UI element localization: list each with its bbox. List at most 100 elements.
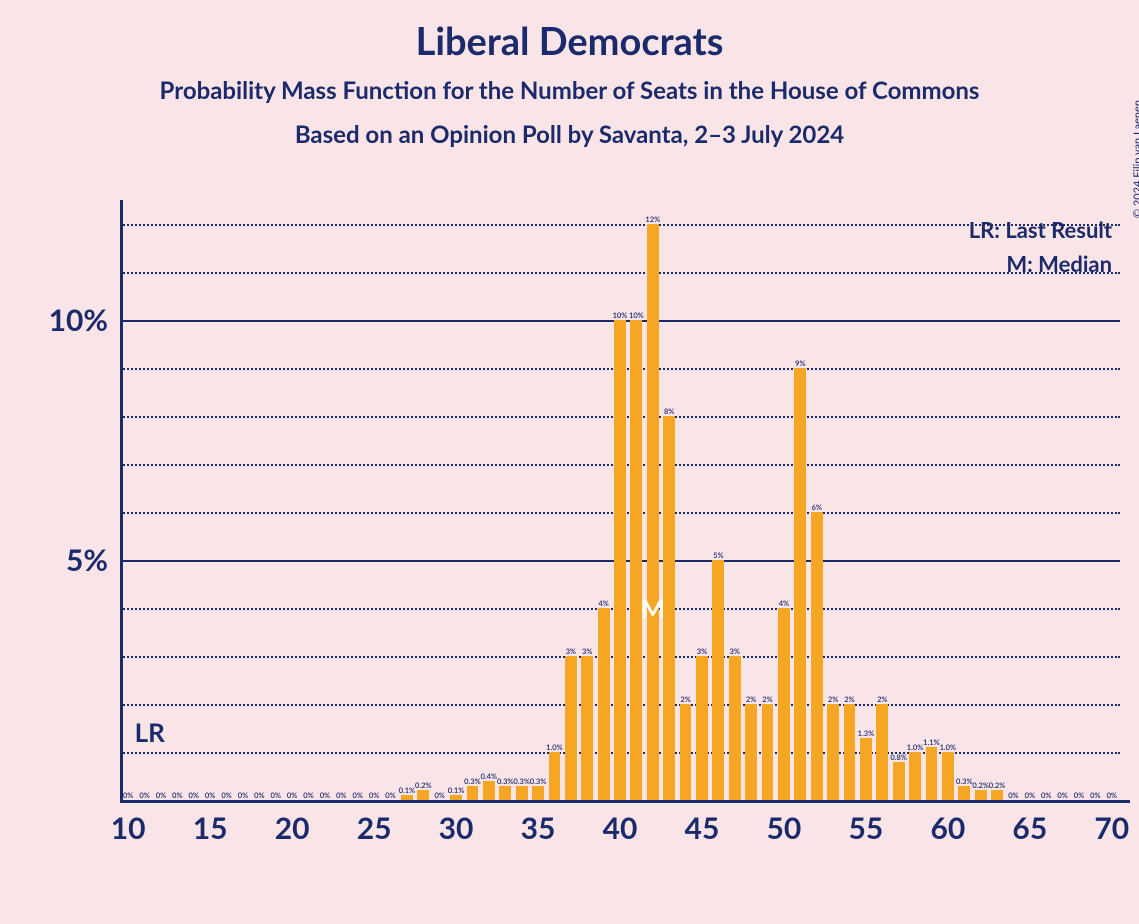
bar-value-label: 0% bbox=[139, 791, 149, 800]
bar: 3% bbox=[565, 656, 577, 800]
xtick-label: 65 bbox=[1012, 810, 1047, 846]
bar: 2% bbox=[876, 704, 888, 800]
bar-value-label: 0% bbox=[123, 791, 133, 800]
bar-value-label: 0.3% bbox=[956, 777, 973, 786]
ytick-label: 5% bbox=[66, 542, 108, 578]
xtick-label: 45 bbox=[685, 810, 720, 846]
bar: 1.0% bbox=[549, 752, 561, 800]
bar: 0.8% bbox=[893, 762, 905, 800]
bar-value-label: 0.3% bbox=[464, 777, 481, 786]
bar-value-label: 0% bbox=[287, 791, 297, 800]
bar: 0.3% bbox=[516, 786, 528, 800]
bar-value-label: 2% bbox=[844, 695, 854, 704]
legend-lr: LR: Last Result bbox=[969, 216, 1112, 243]
bar-value-label: 3% bbox=[730, 647, 740, 656]
bar-value-label: 0% bbox=[1025, 791, 1035, 800]
bar: 1.0% bbox=[942, 752, 954, 800]
bar-value-label: 0% bbox=[221, 791, 231, 800]
chart-subtitle-2: Based on an Opinion Poll by Savanta, 2–3… bbox=[0, 120, 1139, 149]
bar-value-label: 2% bbox=[746, 695, 756, 704]
xtick-label: 10 bbox=[111, 810, 146, 846]
bar-value-label: 3% bbox=[566, 647, 576, 656]
bar-value-label: 2% bbox=[877, 695, 887, 704]
bar: 2% bbox=[745, 704, 757, 800]
bar: 0.2% bbox=[991, 790, 1003, 800]
bar-value-label: 0% bbox=[1074, 791, 1084, 800]
bar-value-label: 0% bbox=[1008, 791, 1018, 800]
xtick-label: 55 bbox=[848, 810, 883, 846]
xtick-label: 40 bbox=[603, 810, 638, 846]
bar-value-label: 0.3% bbox=[513, 777, 530, 786]
bar: 6% bbox=[811, 512, 823, 800]
xtick-label: 20 bbox=[275, 810, 310, 846]
bar: 3% bbox=[581, 656, 593, 800]
xtick-label: 60 bbox=[930, 810, 965, 846]
bar: 1.0% bbox=[909, 752, 921, 800]
bar-value-label: 0% bbox=[303, 791, 313, 800]
bar-value-label: 9% bbox=[795, 359, 805, 368]
bar-value-label: 0.4% bbox=[481, 772, 498, 781]
bar: 5% bbox=[712, 560, 724, 800]
bar-value-label: 0.2% bbox=[989, 781, 1006, 790]
bar-value-label: 0.2% bbox=[415, 781, 432, 790]
xtick-label: 50 bbox=[767, 810, 802, 846]
bar: 0.2% bbox=[417, 790, 429, 800]
bar-value-label: 10% bbox=[629, 311, 644, 320]
bar-value-label: 4% bbox=[779, 599, 789, 608]
bar: 0.2% bbox=[975, 790, 987, 800]
bar-value-label: 0% bbox=[1057, 791, 1067, 800]
xtick-label: 35 bbox=[521, 810, 556, 846]
bar: 12% bbox=[647, 224, 659, 800]
bar: 2% bbox=[844, 704, 856, 800]
bar: 3% bbox=[729, 656, 741, 800]
bar-value-label: 0% bbox=[352, 791, 362, 800]
bar: 0.4% bbox=[483, 781, 495, 800]
bar-value-label: 2% bbox=[680, 695, 690, 704]
bar-value-label: 0% bbox=[320, 791, 330, 800]
bar: 3% bbox=[696, 656, 708, 800]
bar-value-label: 1.0% bbox=[940, 743, 957, 752]
gridline-minor bbox=[120, 272, 1120, 274]
bar: 0.3% bbox=[958, 786, 970, 800]
bar-value-label: 3% bbox=[582, 647, 592, 656]
median-marker: M bbox=[640, 592, 665, 624]
xtick-label: 25 bbox=[357, 810, 392, 846]
bar-value-label: 0.1% bbox=[399, 786, 416, 795]
bar-value-label: 0.3% bbox=[530, 777, 547, 786]
bar-value-label: 6% bbox=[811, 503, 821, 512]
bar: 9% bbox=[794, 368, 806, 800]
xtick-label: 15 bbox=[193, 810, 228, 846]
copyright-text: © 2024 Filip van Laenen bbox=[1131, 100, 1139, 218]
bar-value-label: 0% bbox=[1090, 791, 1100, 800]
bar: 4% bbox=[778, 608, 790, 800]
chart-container: Liberal Democrats Probability Mass Funct… bbox=[0, 0, 1139, 924]
bar: 4% bbox=[598, 608, 610, 800]
xtick-label: 30 bbox=[439, 810, 474, 846]
bar-value-label: 2% bbox=[762, 695, 772, 704]
bar-value-label: 3% bbox=[697, 647, 707, 656]
bar: 1.1% bbox=[926, 747, 938, 800]
bar: 2% bbox=[762, 704, 774, 800]
bar-value-label: 0% bbox=[434, 791, 444, 800]
bar: 2% bbox=[680, 704, 692, 800]
bar: 1.3% bbox=[860, 738, 872, 800]
bar-value-label: 0.3% bbox=[497, 777, 514, 786]
bar-value-label: 1.1% bbox=[923, 738, 940, 747]
bar: 2% bbox=[827, 704, 839, 800]
bar-value-label: 1.0% bbox=[907, 743, 924, 752]
bar-value-label: 0% bbox=[189, 791, 199, 800]
bar-value-label: 0.2% bbox=[972, 781, 989, 790]
bar-value-label: 1.3% bbox=[858, 729, 875, 738]
bar-value-label: 1.0% bbox=[546, 743, 563, 752]
y-axis bbox=[120, 200, 123, 800]
chart-title: Liberal Democrats bbox=[0, 18, 1139, 64]
bar-value-label: 0.8% bbox=[890, 753, 907, 762]
bar-value-label: 0% bbox=[369, 791, 379, 800]
lr-marker: LR bbox=[135, 716, 165, 748]
bar-value-label: 8% bbox=[664, 407, 674, 416]
bar-value-label: 0% bbox=[1107, 791, 1117, 800]
bar: 0.3% bbox=[499, 786, 511, 800]
bar-value-label: 5% bbox=[713, 551, 723, 560]
bar-value-label: 0% bbox=[385, 791, 395, 800]
bar-value-label: 0% bbox=[238, 791, 248, 800]
